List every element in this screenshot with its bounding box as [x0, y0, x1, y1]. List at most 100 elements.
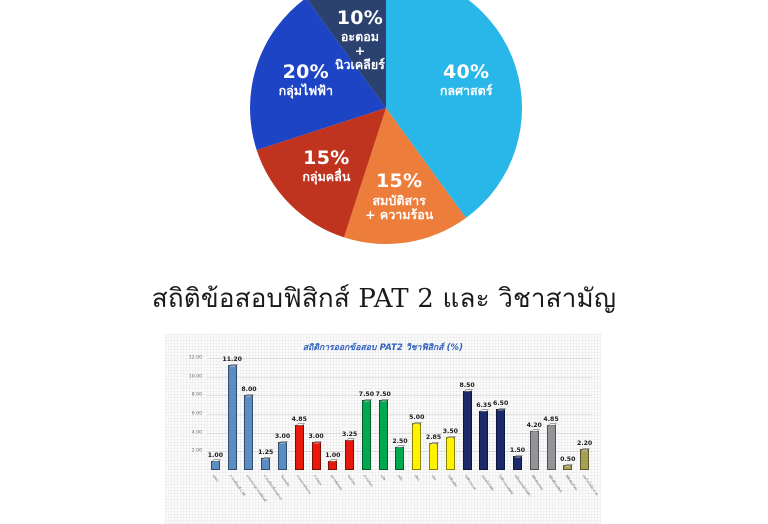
- bar-slot: 3.00: [308, 358, 325, 470]
- bar: 6.35: [476, 402, 492, 470]
- bar-value-label: 11.20: [222, 356, 242, 364]
- y-axis-tick: 10.00: [188, 374, 202, 380]
- y-axis-tick: 8.00: [191, 392, 202, 398]
- pie-chart-svg: [250, 0, 522, 244]
- bar-slot: 1.00: [207, 358, 224, 470]
- bar-value-label: 3.00: [274, 433, 291, 440]
- bar: 1.50: [510, 447, 525, 470]
- x-label-slot: ไฟฟ้าสถิต: [442, 472, 459, 524]
- bar-value-label: 4.85: [543, 415, 559, 423]
- x-label-slot: ไฟฟ้ากระแส: [459, 472, 477, 524]
- bar: 8.50: [459, 382, 475, 470]
- bar: 1.00: [325, 452, 341, 470]
- x-axis-label: เสียง: [413, 474, 421, 482]
- bar-slot: 1.00: [324, 358, 341, 470]
- bar: 4.20: [527, 422, 542, 470]
- pie-slice: [307, 0, 386, 108]
- page-root: 40% กลศาสตร์ 15% สมบัติสาร + ความร้อน 15% กลุ่…: [0, 0, 768, 512]
- x-label-slot: บทนำ: [207, 472, 224, 524]
- bar: 5.00: [409, 414, 424, 470]
- y-axis-tick: 6.00: [191, 411, 202, 417]
- bar: 2.85: [426, 434, 441, 470]
- x-label-slot: คลื่น: [392, 472, 409, 524]
- plot-area: 1.00 11.20 8.00 1.25 3.00 4.85 3.00 1.00 3.25 7.5…: [207, 356, 593, 470]
- bar: 7.50: [359, 391, 374, 470]
- bar-slot: 11.20: [222, 356, 242, 470]
- pie-slice: [343, 108, 466, 244]
- bar: 0.50: [560, 456, 575, 470]
- x-label-slot: ความร้อน: [358, 472, 375, 524]
- bar-slot: 4.20: [526, 358, 543, 470]
- bar-chart-title: สถิติการออกข้อสอบ PAT2 วิชาฟิสิกส์ (%): [302, 343, 464, 353]
- bar-slot: 8.50: [459, 358, 476, 470]
- bar: 3.00: [308, 433, 324, 470]
- x-label-slot: เทคโนโลยีอวกาศ: [576, 472, 598, 524]
- x-axis-label: ความร้อน: [363, 474, 375, 488]
- x-axis-label: ของไหล: [346, 474, 357, 486]
- bar-slot: 1.25: [257, 358, 274, 470]
- x-axis-label: การหมุน: [312, 474, 323, 486]
- pie-chart: 40% กลศาสตร์ 15% สมบัติสาร + ความร้อน 15% กลุ่…: [250, 0, 522, 244]
- x-label-slot: แรงและกฎการเคลื่อนที่: [241, 472, 268, 524]
- x-label-slot: โมเมนตัม: [274, 472, 291, 524]
- pie-slice: [250, 0, 386, 151]
- page-title: สถิติข้อสอบฟิสิกส์ PAT 2 และ วิชาสามัญ: [151, 284, 617, 314]
- x-label-slot: แก๊ส: [375, 472, 392, 524]
- gridline: [207, 414, 593, 415]
- bar: 2.20: [577, 440, 592, 470]
- bar-value-label: 6.50: [493, 400, 509, 408]
- bar: 3.50: [443, 428, 458, 470]
- bar-value-label: 2.20: [576, 440, 593, 448]
- bar-value-label: 3.00: [308, 433, 324, 440]
- bar-value-label: 2.50: [392, 437, 408, 445]
- bar: 1.00: [208, 452, 223, 470]
- x-axis-label: คลื่น: [396, 474, 404, 482]
- x-label-slot: งานและพลังงาน: [291, 472, 312, 524]
- x-label-slot: การเคลื่อนที่แบบต่างๆ: [257, 472, 283, 524]
- bar: 2.50: [392, 438, 408, 470]
- bar: 3.00: [275, 433, 290, 470]
- pie-slice: [386, 0, 522, 219]
- x-label-slot: การเคลื่อนที่ 1 มิติ: [224, 472, 247, 524]
- bar-slot: 1.50: [509, 358, 526, 470]
- bar-slot: 7.50: [358, 358, 375, 470]
- bar: 7.50: [376, 391, 391, 470]
- bar-slot: 2.85: [425, 358, 442, 470]
- y-axis-tick: 2.00: [191, 448, 202, 454]
- bar-slot: 7.50: [375, 358, 392, 470]
- x-label-slot: การหมุน: [308, 472, 325, 524]
- bar-value-label: 1.00: [325, 451, 341, 459]
- bar-value-label: 6.35: [476, 401, 492, 409]
- bar-chart-panel: สถิติการออกข้อสอบ PAT2 วิชาฟิสิกส์ (%) 1…: [165, 334, 601, 524]
- bar-value-label: 7.50: [375, 391, 391, 398]
- bar-value-label: 4.85: [291, 415, 307, 423]
- x-axis-labels: บทนำ การเคลื่อนที่ 1 มิติ แรงและกฎการเคลื่…: [207, 472, 598, 524]
- x-label-slot: ของไหล: [341, 472, 358, 524]
- bar-value-label: 3.25: [342, 430, 358, 438]
- x-label-slot: ไฟฟ้ากระแสสลับ: [492, 472, 514, 524]
- bar-value-label: 8.50: [459, 381, 475, 389]
- bar-slot: 0.50: [559, 358, 576, 470]
- x-axis-label: โมเมนตัม: [279, 474, 291, 488]
- gridline: [207, 376, 593, 378]
- bar-slot: 3.50: [442, 358, 459, 470]
- bar-value-label: 7.50: [358, 391, 375, 398]
- x-label-slot: แม่เหล็กไฟฟ้า: [476, 472, 495, 524]
- bar-value-label: 2.85: [425, 434, 442, 442]
- x-label-slot: คลื่นแม่เหล็กไฟฟ้า: [509, 472, 532, 524]
- y-axis-tick: 4.00: [191, 430, 202, 436]
- bar: 11.20: [222, 356, 242, 470]
- x-axis-label: บทนำ: [212, 474, 221, 483]
- x-label-slot: ฟิสิกส์นิวเคลียร์: [543, 472, 563, 524]
- bar-slot: 6.35: [476, 358, 493, 470]
- bar-value-label: 3.50: [442, 428, 458, 436]
- bar: 4.85: [543, 416, 559, 470]
- bar-slot: 3.25: [341, 358, 358, 470]
- y-axis: 12.00 10.00 8.00 6.00 4.00 2.00: [165, 355, 205, 470]
- bar-value-label: 8.00: [241, 386, 257, 394]
- y-axis-tick: 12.00: [188, 355, 202, 361]
- pie-slice: [256, 108, 386, 238]
- gridline: [207, 358, 593, 359]
- bar-series: 1.00 11.20 8.00 1.25 3.00 4.85 3.00 1.00 3.25 7.5…: [207, 356, 593, 470]
- bar: 4.85: [292, 416, 307, 470]
